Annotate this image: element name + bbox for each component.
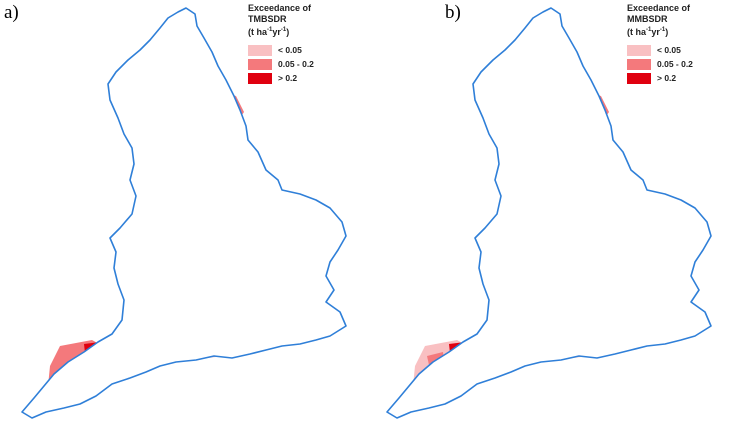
- legend-item-mid: 0.05 - 0.2: [627, 58, 693, 71]
- panel-letter-b: b): [445, 2, 461, 23]
- map-panel-b: b) Exceedance of MMBSDR (t ha-1yr-1) < 0…: [365, 0, 729, 432]
- legend-label-mid: 0.05 - 0.2: [278, 59, 314, 69]
- legend-a: Exceedance of TMBSDR (t ha-1yr-1) < 0.05…: [248, 3, 314, 86]
- legend-label-high: > 0.2: [657, 73, 677, 83]
- legend-title-line2: TMBSDR: [248, 14, 287, 24]
- legend-swatch-high: [627, 73, 651, 84]
- legend-unit: (t ha-1yr-1): [248, 27, 290, 37]
- legend-title-line1: Exceedance of: [627, 3, 691, 13]
- legend-item-mid: 0.05 - 0.2: [248, 58, 314, 71]
- legend-swatch-low: [627, 45, 651, 56]
- england-map-b: [365, 0, 729, 432]
- legend-swatch-mid: [627, 59, 651, 70]
- legend-label-low: < 0.05: [657, 45, 681, 55]
- legend-unit: (t ha-1yr-1): [627, 27, 669, 37]
- legend-label-high: > 0.2: [278, 73, 298, 83]
- legend-item-high: > 0.2: [248, 72, 314, 85]
- legend-title-line2: MMBSDR: [627, 14, 668, 24]
- legend-b: Exceedance of MMBSDR (t ha-1yr-1) < 0.05…: [627, 3, 693, 86]
- legend-label-mid: 0.05 - 0.2: [657, 59, 693, 69]
- legend-swatch-low: [248, 45, 272, 56]
- england-map-a: [0, 0, 364, 432]
- legend-item-low: < 0.05: [248, 44, 314, 57]
- map-panel-a: a) Exceedance of TMBSDR (t ha-1yr-1) < 0…: [0, 0, 364, 432]
- legend-item-low: < 0.05: [627, 44, 693, 57]
- legend-item-high: > 0.2: [627, 72, 693, 85]
- legend-swatch-high: [248, 73, 272, 84]
- legend-title-line1: Exceedance of: [248, 3, 312, 13]
- panel-letter-a: a): [4, 2, 19, 23]
- legend-swatch-mid: [248, 59, 272, 70]
- legend-label-low: < 0.05: [278, 45, 302, 55]
